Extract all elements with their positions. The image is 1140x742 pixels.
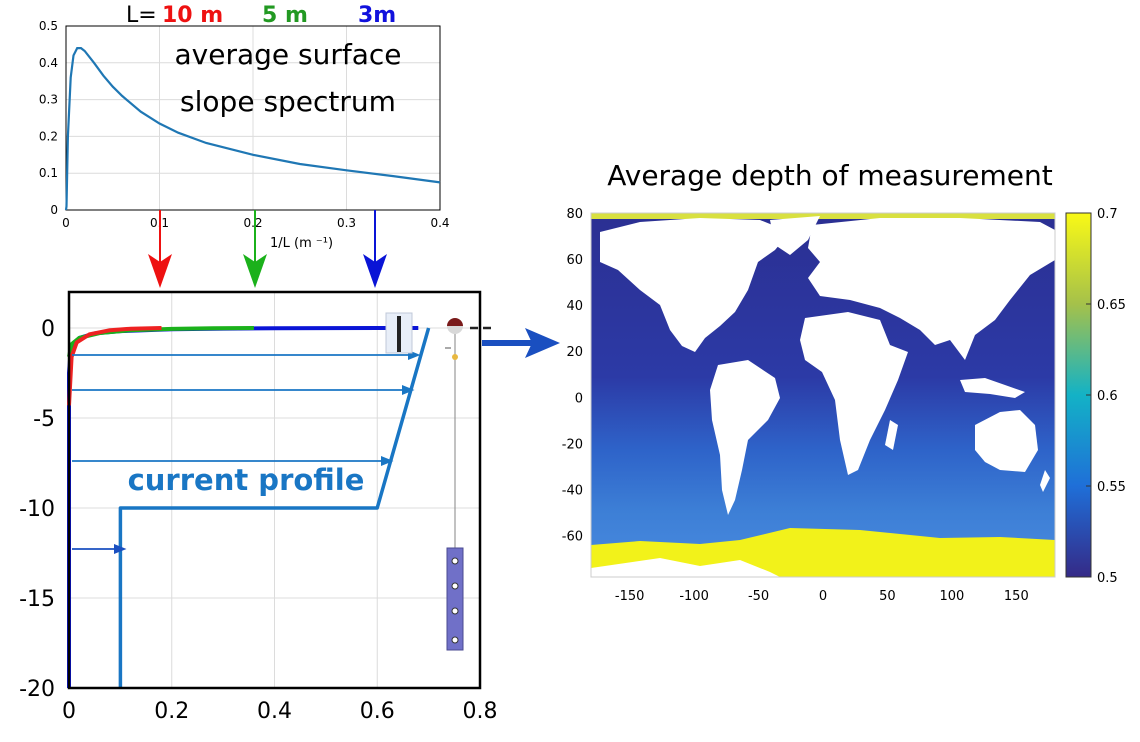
map-lon-tick: 100 [939,589,964,604]
spectrum-y-tick: 0.3 [39,93,58,107]
colorbar-tick: 0.7 [1097,207,1118,222]
spectrum-chart: 00.10.20.30.400.10.20.30.40.5 average su… [39,19,450,251]
spectrum-y-tick: 0.5 [39,19,58,33]
map-lat-tick: 20 [566,345,583,360]
arrow-5m-head [243,254,267,288]
header-prefix: L= [126,3,157,28]
header-label-10m: 10 m [162,3,223,28]
land-eurasia [808,218,1055,360]
colorbar-tick: 0.6 [1097,389,1118,404]
spectrum-y-tick: 0.1 [39,166,58,180]
profile-y-tick: 0 [41,317,55,342]
map-lat-tick: -20 [562,437,583,452]
depth-map: Average depth of measurement -150 -100 -50… [562,159,1126,604]
land-north-america [600,218,790,352]
spectrum-y-tick: 0 [50,203,58,217]
land-greenland [770,216,820,255]
header-label-5m: 5 m [262,3,308,28]
profile-y-tick: -10 [19,497,55,522]
map-lon-tick: -50 [748,589,769,604]
map-antarctica-land [591,558,780,577]
map-lon-tick: 0 [819,589,827,604]
spectrum-x-tick: 0.3 [337,216,356,230]
spectrum-title-line-1: average surface [174,38,401,71]
spectrum-x-axis-label: 1/L (m ⁻¹) [270,236,333,251]
map-lon-tick: 50 [879,589,896,604]
map-lon-tick: -100 [679,589,709,604]
profile-chart: 0 0.2 0.4 0.6 0.8 0 -5 -10 -15 -20 current profil… [19,290,498,724]
map-lat-tick: 80 [566,207,583,222]
profile-x-tick: 0.2 [154,699,189,724]
map-lat-tick: 0 [575,391,583,406]
profile-y-tick: -15 [19,587,55,612]
spectrum-plot-area [65,25,441,211]
land-africa [800,312,908,475]
header-label-3m: 3m [358,3,396,28]
current-profile-line [118,327,431,688]
wavelength-arrows [148,210,387,288]
map-lon-tick: 150 [1004,589,1029,604]
profile-x-tick: 0 [62,699,76,724]
profile-x-tick: 0.8 [463,699,498,724]
colorbar-tick: 0.5 [1097,571,1118,586]
map-lat-tick: -40 [562,483,583,498]
map-frame [590,212,1056,578]
current-profile-label: current profile [128,463,365,497]
map-tick-labels: -150 -100 -50 0 50 100 150 80 60 40 20 0 -20 -40 -60 [562,207,1029,604]
profile-y-tick: -5 [33,407,55,432]
map-arctic-fringe [591,213,1055,219]
arrow-to-map [482,328,560,358]
spectrum-x-tick: 0.2 [243,216,262,230]
profile-series-lines [67,326,431,688]
map-lat-tick: 40 [566,299,583,314]
map-lat-tick: -60 [562,530,583,545]
spectrum-y-tick: 0.4 [39,56,58,70]
map-continents [600,216,1055,515]
profile-plot-area [67,290,482,690]
land-indonesia [960,378,1025,398]
wavelength-header: L= 10 m 5 m 3m [126,3,396,28]
profile-x-tick: 0.4 [257,699,292,724]
arrow-3m-head [363,254,387,288]
colorbar-tick: 0.55 [1097,480,1126,495]
land-south-america [710,360,780,515]
profile-x-tick: 0.6 [360,699,395,724]
spectrum-x-tick: 0 [62,216,70,230]
spectrum-series-line [64,47,441,211]
depth-arrows [72,349,421,555]
map-title: Average depth of measurement [607,159,1053,192]
profile-tick-labels: 0 0.2 0.4 0.6 0.8 0 -5 -10 -15 -20 [19,317,497,724]
map-lat-tick: 60 [566,253,583,268]
colorbar-tick: 0.65 [1097,298,1126,313]
map-antarctic-high [591,528,1055,577]
arrow-10m-head [148,254,172,288]
colorbar-tick-labels: 0.7 0.65 0.6 0.55 0.5 [1086,207,1126,586]
land-new-zealand [1040,470,1050,492]
spectrum-x-tick: 0.4 [430,216,449,230]
wave-profile-10m [67,326,162,406]
land-australia [975,410,1038,472]
land-madagascar [885,420,898,450]
map-lon-tick: -150 [615,589,645,604]
spectrum-title-line-2: slope spectrum [180,85,396,118]
spectrum-y-tick: 0.2 [39,129,58,143]
profile-y-tick: -20 [19,677,55,702]
mooring-icon [385,312,492,651]
